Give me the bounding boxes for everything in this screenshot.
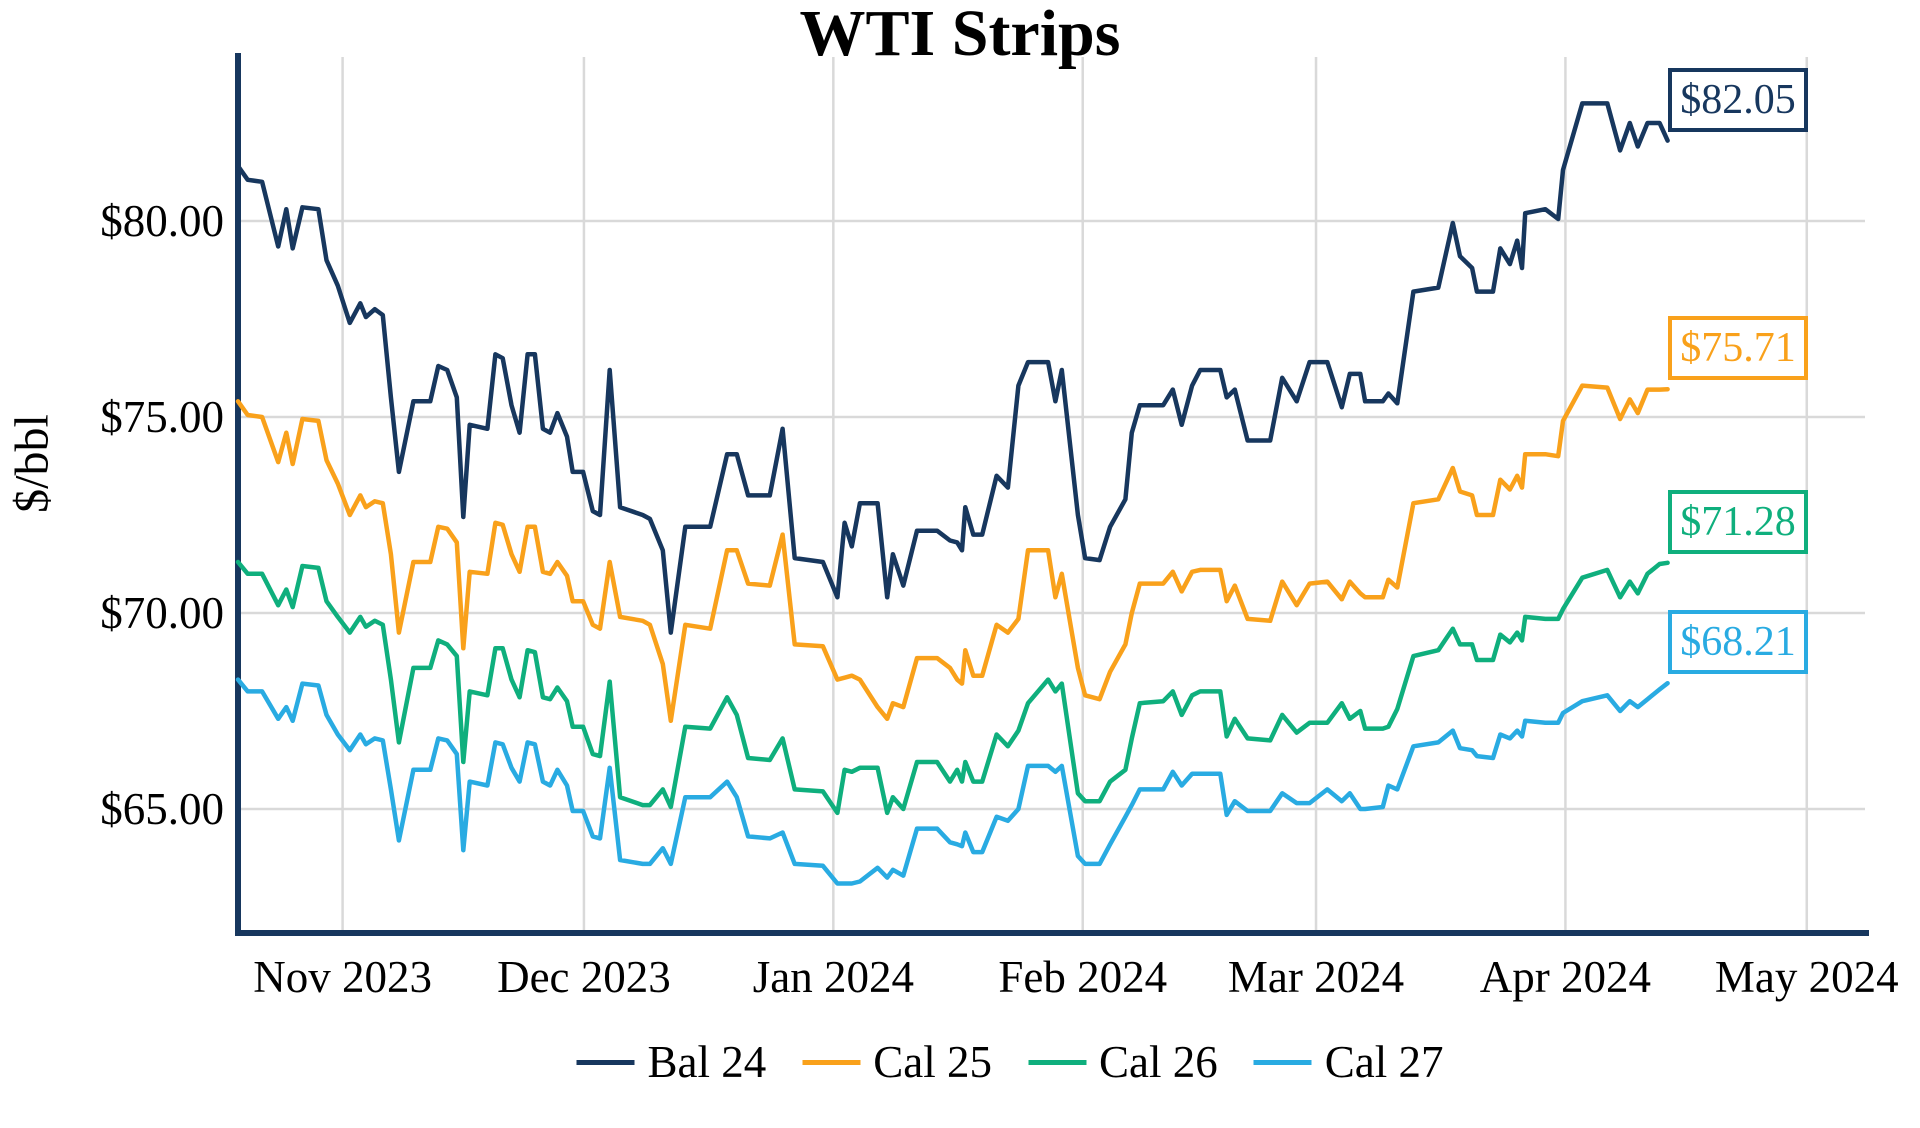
legend-label: Bal 24 — [647, 1037, 767, 1087]
y-tick-label: $70.00 — [100, 588, 224, 638]
legend-item-cal25: Cal 25 — [802, 1040, 992, 1085]
x-tick-label: Apr 2024 — [1480, 952, 1651, 1002]
legend-swatch-icon — [1253, 1060, 1312, 1065]
y-tick-label: $75.00 — [100, 392, 224, 442]
legend-swatch-icon — [1028, 1060, 1086, 1065]
legend-swatch-icon — [802, 1060, 861, 1065]
legend-label: Cal 27 — [1324, 1037, 1444, 1087]
y-tick-label: $80.00 — [100, 196, 224, 246]
legend-label: Cal 25 — [873, 1037, 992, 1087]
series-line-bal24 — [235, 101, 1670, 635]
legend-label: Cal 26 — [1099, 1037, 1218, 1087]
end-label-bal24: $82.05 — [1668, 68, 1808, 132]
legend-swatch-icon — [576, 1060, 635, 1065]
y-tick-label: $65.00 — [100, 784, 224, 834]
x-tick-label: Dec 2023 — [497, 952, 671, 1002]
x-tick-label: Mar 2024 — [1228, 952, 1404, 1002]
end-label-cal27: $68.21 — [1668, 610, 1808, 674]
chart-legend: Bal 24 Cal 25 Cal 26 Cal 27 — [576, 1037, 1444, 1087]
series-line-cal25 — [235, 383, 1670, 724]
x-tick-label: May 2024 — [1715, 952, 1899, 1002]
legend-item-cal26: Cal 26 — [1028, 1040, 1218, 1085]
x-tick-label: Nov 2023 — [253, 952, 432, 1002]
chart-title: WTI Strips — [799, 0, 1121, 70]
series-line-cal27 — [235, 677, 1670, 886]
legend-item-bal24: Bal 24 — [576, 1037, 767, 1087]
series-line-cal26 — [235, 559, 1670, 816]
x-tick-label: Jan 2024 — [753, 952, 914, 1002]
x-tick-label: Feb 2024 — [998, 952, 1167, 1002]
end-label-cal25: $75.71 — [1668, 316, 1808, 380]
legend-item-cal27: Cal 27 — [1253, 1037, 1444, 1087]
end-label-cal26: $71.28 — [1668, 490, 1808, 554]
